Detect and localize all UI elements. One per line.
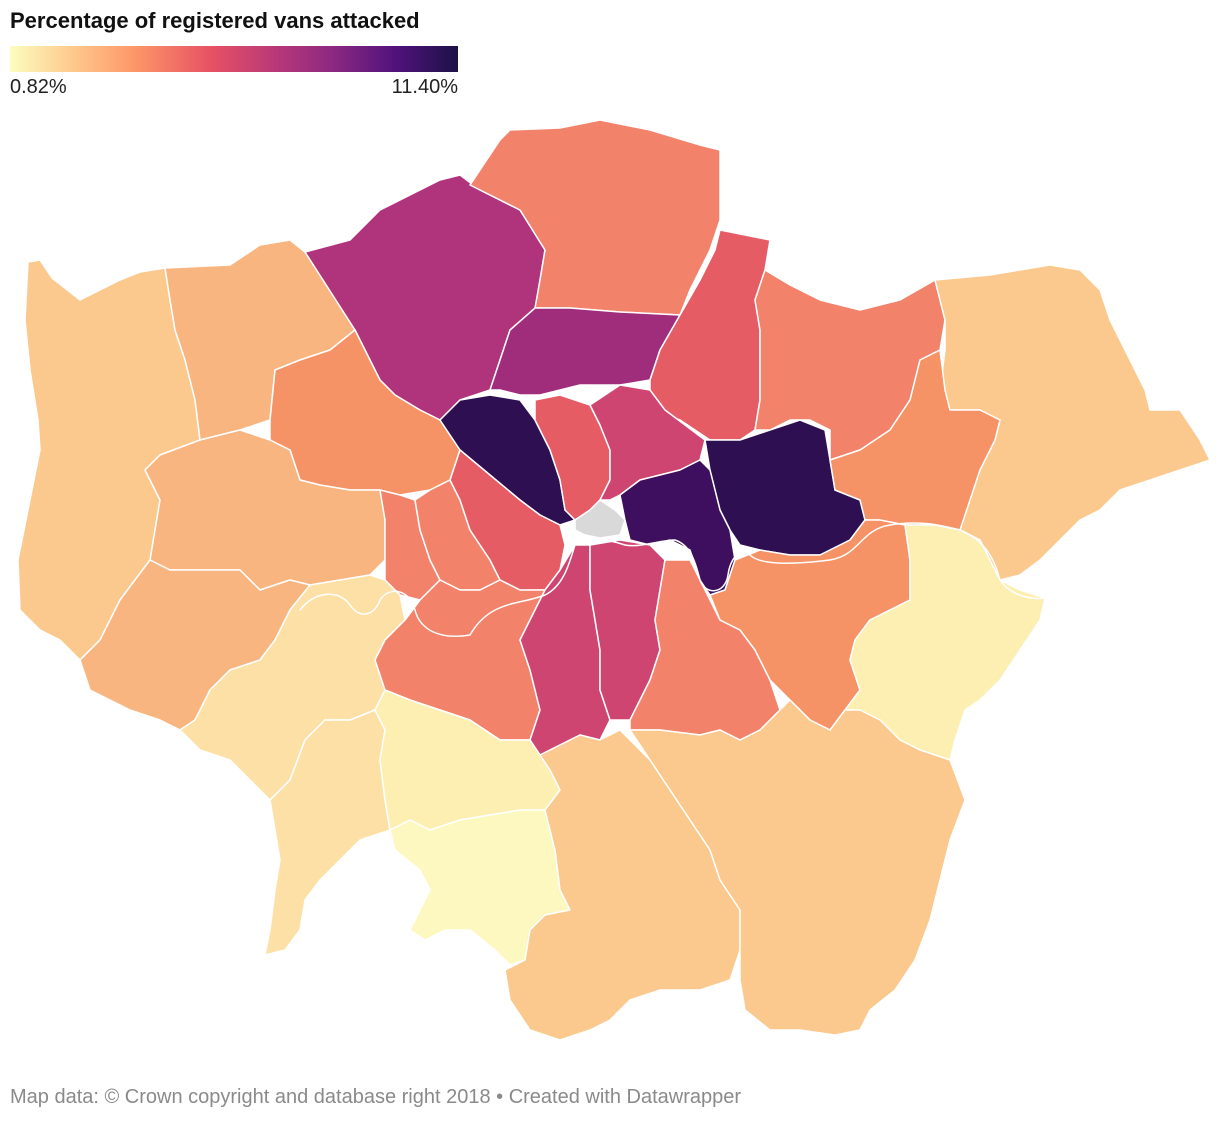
legend-color-bar: [10, 46, 458, 72]
chart-title: Percentage of registered vans attacked: [10, 8, 420, 33]
borough-haringey[interactable]: Haringey: [489, 307, 681, 396]
legend-min-label: 0.82%: [10, 76, 67, 98]
footer-credits: Map data: © Crown copyright and database…: [10, 1086, 742, 1108]
borough-bexley[interactable]: Bexley: [844, 524, 1046, 761]
borough-bromley[interactable]: Bromley: [629, 699, 966, 1036]
borough-city-of-london[interactable]: City of London: [574, 499, 626, 539]
borough-enfield[interactable]: Enfield: [469, 119, 721, 316]
borough-kingston[interactable]: Kingston upon Thames: [264, 709, 391, 956]
river-thames: [299, 522, 1046, 637]
legend-max-label: 11.40%: [391, 76, 458, 98]
